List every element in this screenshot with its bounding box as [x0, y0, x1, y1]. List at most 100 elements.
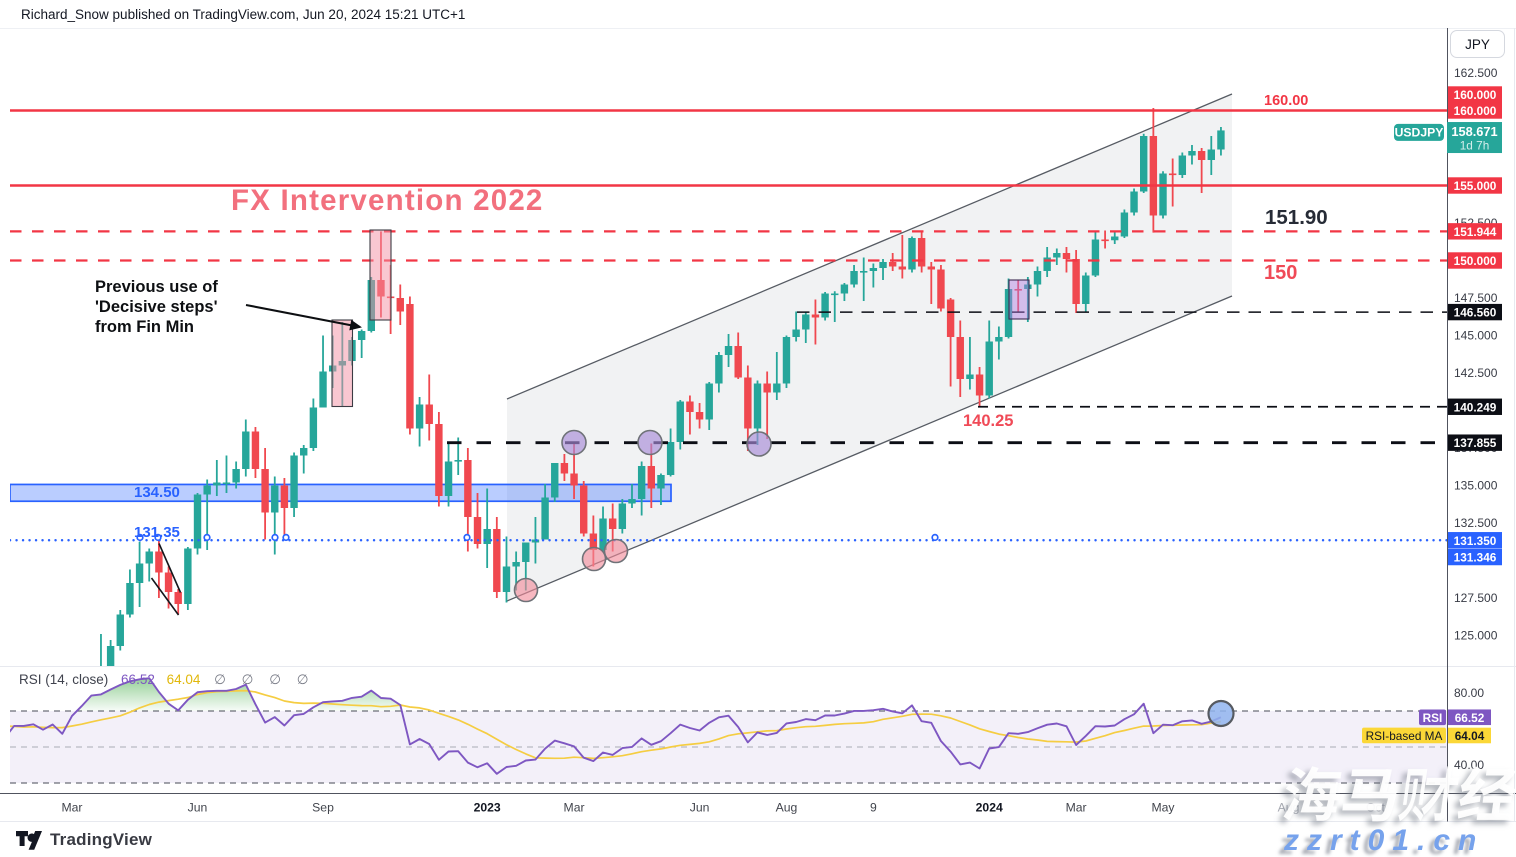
rsi-pane[interactable]	[0, 677, 1447, 784]
price-level-badge-bg	[1448, 303, 1502, 321]
line-anchor-marker[interactable]	[931, 533, 939, 542]
line-anchor-marker[interactable]	[463, 533, 471, 542]
candle-body	[145, 551, 153, 564]
pink-highlight-box[interactable]	[331, 319, 354, 408]
candle-body	[454, 460, 462, 462]
annotation-text-level15190[interactable]: 151.90	[1265, 206, 1328, 230]
purple-marker-circle[interactable]	[746, 431, 772, 457]
time-tick-label: Mar	[564, 801, 585, 815]
watermark-cjk-glyph	[1457, 766, 1516, 820]
candle-body	[570, 473, 578, 486]
candle-body	[966, 374, 974, 379]
candle-body	[647, 466, 655, 489]
candle-body	[242, 431, 250, 469]
price-level-badge: 140.249	[1454, 400, 1497, 414]
candle-body	[1, 798, 8, 806]
candle-body	[802, 314, 810, 330]
line-anchor-marker[interactable]	[271, 533, 279, 542]
candle-body	[628, 499, 636, 504]
candle-body	[1024, 284, 1032, 289]
annotation-text-fx[interactable]: FX Intervention 2022	[231, 183, 544, 217]
candle-body	[1091, 239, 1100, 276]
currency-button[interactable]: JPY	[1450, 30, 1505, 58]
line-anchor-marker[interactable]	[203, 533, 211, 542]
annotation-text-level14025[interactable]: 140.25	[963, 411, 1014, 430]
rsi-overbought-fill	[76, 678, 1147, 711]
line-anchor-marker[interactable]	[136, 533, 144, 542]
time-tick-label: Sep	[312, 801, 334, 815]
rsi-legend-hidden-values: ∅ ∅ ∅ ∅	[214, 672, 315, 687]
time-tick-label: Mar	[62, 801, 83, 815]
candle-body	[1178, 155, 1187, 175]
watermark-cjk-glyph	[1421, 766, 1459, 821]
candle-body	[483, 529, 491, 544]
candle-body	[309, 407, 318, 448]
time-tick-label: Mar	[1066, 801, 1087, 815]
pink-marker-circle[interactable]	[513, 577, 539, 603]
rsi-legend[interactable]: RSI (14, close) 66.52 64.04 ∅ ∅ ∅ ∅	[19, 672, 314, 688]
rsi-legend-title[interactable]: RSI (14, close)	[19, 672, 109, 687]
trend-channel[interactable]	[507, 94, 1232, 601]
price-level-badge-bg	[1448, 252, 1502, 269]
watermark-cjk-glyph	[1398, 769, 1428, 822]
price-level-badge: 131.350	[1454, 534, 1497, 548]
chart-decoration-line	[150, 577, 180, 616]
candle-body	[232, 469, 240, 483]
blue-marker-circle[interactable]	[1207, 699, 1235, 728]
price-pane[interactable]	[0, 93, 1447, 857]
price-level-badge: 137.855	[1454, 436, 1497, 450]
annotation-text-level150[interactable]: 150	[1264, 262, 1298, 285]
time-tick-label: Jun	[690, 801, 710, 815]
price-level-badge-bg	[1448, 177, 1502, 194]
line-anchor-marker[interactable]	[282, 533, 290, 542]
tradingview-logo[interactable]: TradingView	[16, 830, 152, 850]
violet-highlight-box[interactable]	[1008, 279, 1030, 320]
pink-marker-circle[interactable]	[603, 538, 629, 564]
price-level-badge-bg	[1448, 223, 1502, 240]
time-axis[interactable]: MarJunSep2023MarJunAug92024MarMayAugOct	[62, 801, 1386, 815]
candle-body	[888, 262, 897, 267]
rsi-tick-label: 80.00	[1454, 686, 1484, 700]
candle-body	[357, 331, 366, 340]
callout-arrow-head	[349, 319, 362, 331]
candle-body	[811, 314, 820, 318]
candle-body	[464, 460, 472, 517]
candle-body	[164, 572, 173, 592]
line-anchor-marker[interactable]	[154, 533, 162, 542]
callout-line-1[interactable]: 'Decisive steps'	[95, 298, 218, 316]
candle-body	[898, 266, 907, 270]
callout-line-0[interactable]: Previous use of	[95, 278, 218, 296]
callout-line-2[interactable]: from Fin Min	[95, 318, 194, 336]
candle-body	[908, 238, 916, 270]
time-tick-label: 2023	[474, 801, 501, 815]
purple-marker-circle[interactable]	[637, 429, 663, 456]
supply-zone-band[interactable]	[10, 483, 672, 503]
candle-body	[753, 383, 762, 429]
price-tick-label: 132.500	[1454, 516, 1498, 530]
candle-body	[560, 463, 569, 474]
candle-body	[193, 494, 202, 549]
candle-body	[763, 383, 771, 393]
annotation-text-level16000[interactable]: 160.00	[1264, 93, 1309, 109]
price-tick-label: 142.500	[1454, 366, 1498, 380]
price-axis[interactable]: 162.500160.000157.500155.000152.500150.0…	[1362, 66, 1502, 772]
candle-body	[174, 592, 182, 604]
band-price-label: 134.50	[134, 483, 180, 501]
candle-body	[541, 497, 549, 540]
price-tick-label: 125.000	[1454, 629, 1498, 643]
candle-body	[985, 341, 993, 396]
price-tick-label: 162.500	[1454, 66, 1498, 80]
pink-highlight-box[interactable]	[369, 229, 392, 321]
pink-marker-circle[interactable]	[581, 546, 607, 572]
candle-body	[1217, 130, 1225, 150]
watermark-url: zzrt01.cn	[1284, 824, 1485, 857]
rsi-value-badge: 66.52	[1455, 711, 1485, 725]
price-tick-label: 147.500	[1454, 291, 1498, 305]
symbol-pill-bg	[1394, 123, 1444, 141]
price-level-badge-bg	[1448, 86, 1502, 103]
time-tick-label: Aug	[776, 801, 798, 815]
purple-marker-circle[interactable]	[561, 429, 587, 456]
candle-body	[705, 383, 713, 420]
